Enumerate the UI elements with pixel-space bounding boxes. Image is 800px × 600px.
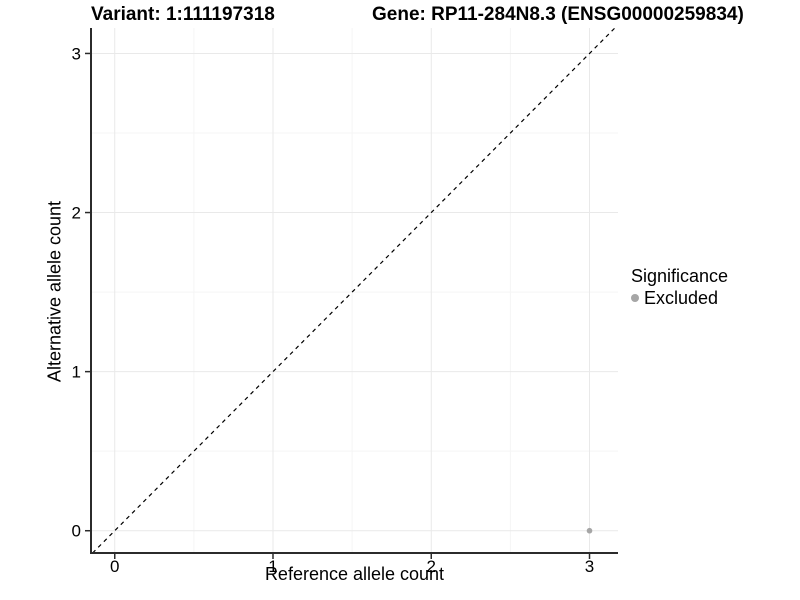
y-tick-label: 0 xyxy=(72,522,81,541)
legend: Significance Excluded xyxy=(631,265,728,309)
x-axis-title: Reference allele count xyxy=(264,564,445,584)
x-tick-label: 1 xyxy=(268,557,277,576)
legend-item-excluded: Excluded xyxy=(631,287,728,309)
y-axis-title: Alternative allele count xyxy=(44,200,65,383)
x-tick-label: 2 xyxy=(427,557,436,576)
y-tick-label: 2 xyxy=(72,204,81,223)
variant-title: Variant: 1:111197318 xyxy=(91,4,275,25)
x-tick-label: 0 xyxy=(110,557,119,576)
identity-dashed-line xyxy=(92,27,616,554)
legend-item-label: Excluded xyxy=(644,288,719,308)
legend-title: Significance xyxy=(631,266,729,286)
excluded-point-icon xyxy=(631,294,639,302)
x-tick-label: 3 xyxy=(585,557,594,576)
gene-title: Gene: RP11-284N8.3 (ENSG00000259834) xyxy=(372,4,744,25)
y-tick-label: 3 xyxy=(72,44,81,63)
data-point-excluded xyxy=(586,527,593,534)
y-tick-label: 1 xyxy=(72,363,81,382)
